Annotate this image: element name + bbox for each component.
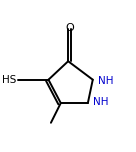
- Text: O: O: [65, 23, 74, 33]
- Text: HS: HS: [2, 75, 16, 85]
- Text: NH: NH: [98, 76, 113, 86]
- Text: NH: NH: [93, 97, 108, 107]
